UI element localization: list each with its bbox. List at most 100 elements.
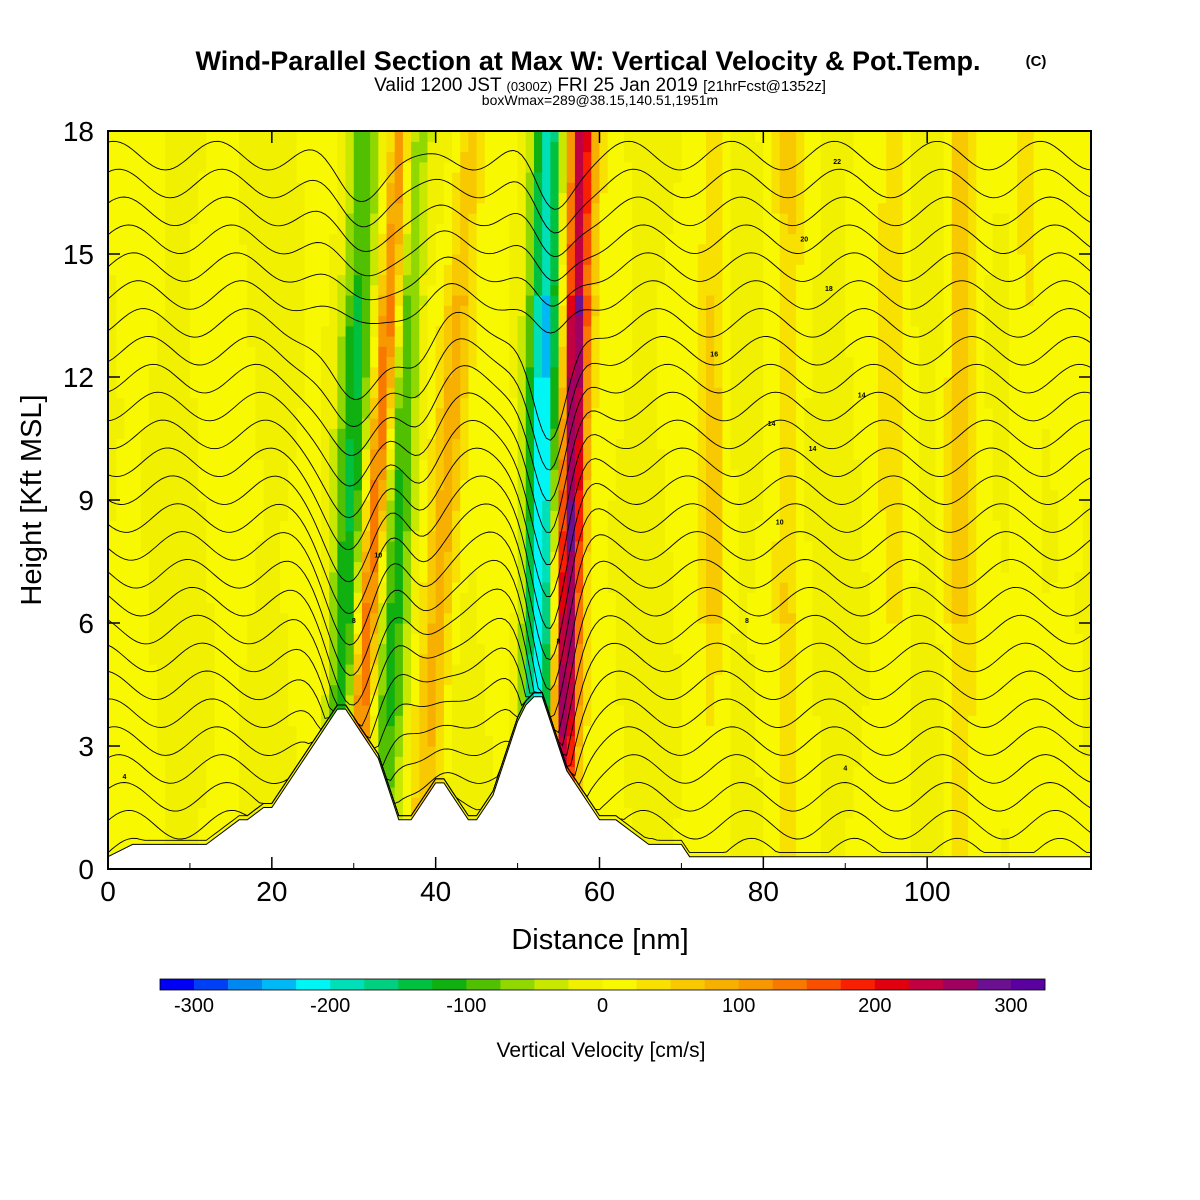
- velocity-cell: [517, 541, 527, 552]
- velocity-cell: [189, 479, 199, 491]
- velocity-cell: [198, 356, 207, 368]
- velocity-cell: [378, 356, 388, 368]
- velocity-cell: [353, 551, 363, 563]
- velocity-cell: [476, 489, 486, 501]
- velocity-cell: [476, 305, 486, 317]
- velocity-cell: [558, 725, 568, 737]
- velocity-cell: [304, 561, 314, 573]
- velocity-cell: [230, 141, 240, 153]
- velocity-cell: [173, 705, 183, 716]
- velocity-cell: [271, 541, 281, 552]
- velocity-cell: [640, 756, 650, 768]
- velocity-cell: [468, 366, 478, 378]
- velocity-cell: [165, 602, 175, 614]
- velocity-cell: [124, 541, 134, 552]
- velocity-cell: [484, 684, 494, 696]
- velocity-cell: [574, 756, 584, 768]
- velocity-cell: [394, 254, 404, 265]
- velocity-cell: [525, 653, 535, 665]
- velocity-cell: [517, 366, 527, 378]
- velocity-cell: [411, 233, 420, 245]
- velocity-cell: [419, 213, 429, 224]
- velocity-cell: [353, 448, 363, 460]
- velocity-cell: [165, 418, 175, 429]
- velocity-cell: [116, 510, 125, 522]
- velocity-cell: [329, 633, 338, 645]
- velocity-cell: [542, 541, 551, 552]
- velocity-cell: [370, 141, 379, 153]
- velocity-cell: [296, 192, 306, 204]
- velocity-cell: [173, 336, 183, 347]
- velocity-cell: [173, 633, 183, 645]
- velocity-cell: [157, 633, 166, 645]
- velocity-cell: [181, 530, 191, 542]
- velocity-cell: [542, 633, 551, 645]
- velocity-cell: [624, 705, 633, 716]
- velocity-cell: [452, 479, 461, 491]
- velocity-cell: [337, 192, 347, 204]
- velocity-cell: [566, 612, 576, 624]
- velocity-cell: [460, 284, 470, 296]
- velocity-cell: [198, 541, 207, 552]
- velocity-cell: [271, 172, 281, 183]
- velocity-cell: [124, 705, 134, 716]
- velocity-cell: [157, 397, 166, 409]
- velocity-cell: [632, 612, 642, 624]
- velocity-cell: [280, 387, 289, 399]
- velocity-cell: [222, 612, 232, 624]
- velocity-cell: [386, 735, 396, 747]
- velocity-cell: [558, 705, 568, 716]
- velocity-cell: [345, 161, 355, 173]
- velocity-cell: [656, 684, 666, 696]
- velocity-cell: [304, 182, 314, 194]
- velocity-cell: [288, 182, 298, 194]
- velocity-cell: [435, 489, 445, 501]
- velocity-cell: [345, 274, 355, 286]
- velocity-cell: [460, 787, 470, 798]
- velocity-cell: [419, 633, 429, 645]
- velocity-cell: [239, 694, 248, 706]
- velocity-cell: [255, 643, 265, 655]
- velocity-cell: [525, 489, 535, 501]
- velocity-cell: [296, 653, 306, 665]
- velocity-cell: [280, 674, 289, 686]
- velocity-cell: [632, 643, 642, 655]
- velocity-cell: [116, 295, 125, 306]
- velocity-cell: [624, 141, 633, 153]
- velocity-cell: [517, 274, 527, 286]
- velocity-cell: [665, 530, 674, 542]
- velocity-cell: [648, 387, 658, 399]
- velocity-cell: [198, 397, 207, 409]
- velocity-cell: [361, 182, 371, 194]
- velocity-cell: [484, 223, 494, 235]
- velocity-cell: [599, 510, 609, 522]
- velocity-cell: [435, 674, 445, 686]
- velocity-cell: [493, 520, 502, 532]
- velocity-cell: [599, 530, 609, 542]
- velocity-cell: [394, 653, 404, 665]
- velocity-cell: [386, 571, 396, 583]
- velocity-cell: [411, 653, 420, 665]
- velocity-cell: [386, 541, 396, 552]
- velocity-cell: [230, 243, 240, 255]
- velocity-cell: [345, 500, 355, 511]
- velocity-cell: [386, 274, 396, 286]
- velocity-cell: [566, 254, 576, 265]
- velocity-cell: [280, 643, 289, 655]
- velocity-cell: [263, 325, 273, 337]
- velocity-cell: [255, 510, 265, 522]
- velocity-cell: [452, 776, 461, 788]
- velocity-cell: [452, 284, 461, 296]
- velocity-cell: [181, 336, 191, 347]
- velocity-cell: [288, 397, 298, 409]
- velocity-cell: [665, 541, 674, 552]
- velocity-cell: [583, 223, 592, 235]
- velocity-cell: [542, 510, 551, 522]
- velocity-cell: [460, 161, 470, 173]
- velocity-cell: [558, 602, 568, 614]
- velocity-cell: [345, 202, 355, 214]
- velocity-cell: [189, 131, 199, 142]
- velocity-cell: [566, 705, 576, 716]
- velocity-cell: [222, 233, 232, 245]
- velocity-cell: [116, 602, 125, 614]
